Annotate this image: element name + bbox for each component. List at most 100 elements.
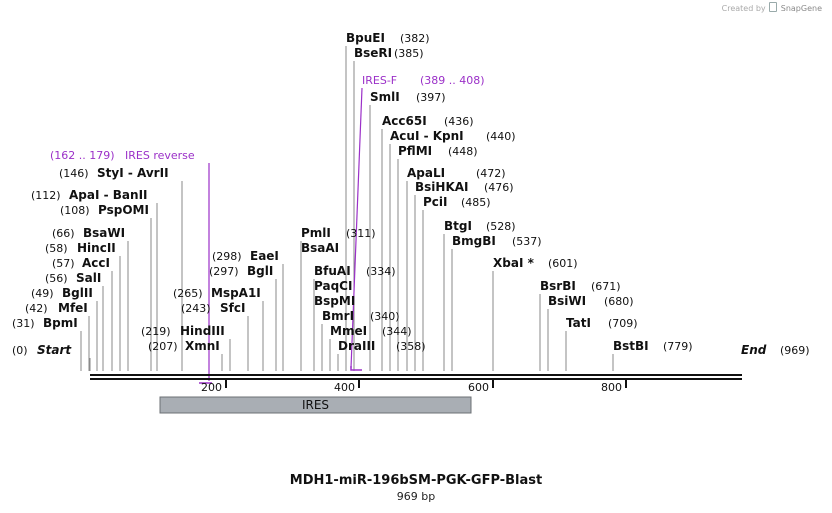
site-pflmi-position: (448) bbox=[448, 145, 478, 158]
site-sali-label: SalI bbox=[76, 271, 101, 285]
site-xbai-position: (601) bbox=[548, 257, 578, 270]
site-bpmi-label: BpmI bbox=[43, 316, 78, 330]
site-acui-kpni-position: (440) bbox=[486, 130, 516, 143]
site-styi-avrii-label: StyI - AvrII bbox=[97, 166, 169, 180]
tick-label-800: 800 bbox=[601, 381, 622, 394]
site-bsawi-label: BsaWI bbox=[83, 226, 125, 240]
site-tati-position: (709) bbox=[608, 317, 638, 330]
site-draiii-position: (358) bbox=[396, 340, 426, 353]
label-layer: (31) BpmI(42) MfeI (49) BglII(56) SalI(57) Acc… bbox=[12, 31, 810, 357]
site-pspomi-position: (108) bbox=[60, 204, 90, 217]
site-bmgbi-position: (537) bbox=[512, 235, 542, 248]
site-bpuei-position: (382) bbox=[400, 32, 430, 45]
site-btgi-label: BtgI bbox=[444, 219, 472, 233]
site-acci-position: (57) bbox=[52, 257, 75, 270]
site-acc65i-position: (436) bbox=[444, 115, 474, 128]
site-acui-kpni-label: AcuI - KpnI bbox=[390, 129, 464, 143]
site-bsiwi-position: (680) bbox=[604, 295, 634, 308]
site-pcii-label: PciI bbox=[423, 195, 448, 209]
site-bmri-position: (340) bbox=[370, 310, 400, 323]
tick-label-200: 200 bbox=[201, 381, 222, 394]
site-bfuai-label: BfuAI bbox=[314, 264, 351, 278]
site-tati-label: TatI bbox=[566, 316, 591, 330]
site-bsiwi-label: BsiWI bbox=[548, 294, 586, 308]
site-xmni-position: (207) bbox=[148, 340, 178, 353]
start-label: Start bbox=[37, 343, 72, 357]
site-draiii-label: DraIII bbox=[338, 339, 375, 353]
primer-ires-f-label: IRES-F bbox=[362, 74, 397, 87]
primer-ires-f-range: (389 .. 408) bbox=[420, 74, 485, 87]
end-label: End bbox=[741, 343, 767, 357]
feature-layer: IRES bbox=[159, 396, 472, 414]
site-mmei-position: (344) bbox=[382, 325, 412, 338]
site-xmni-label: XmnI bbox=[185, 339, 220, 353]
sequence-length: 969 bp bbox=[396, 490, 436, 503]
site-bgli-label: BglI bbox=[247, 264, 273, 278]
map-title: MDH1-miR-196bSM-PGK-GFP-Blast bbox=[289, 473, 543, 488]
site-bgli-position: (297) bbox=[209, 265, 239, 278]
site-apali-label: ApaLI bbox=[407, 166, 445, 180]
site-hincii-label: HincII bbox=[77, 241, 116, 255]
site-lines bbox=[80, 46, 614, 371]
feature-ires-label: IRES bbox=[302, 398, 329, 412]
site-bpmi-position: (31) bbox=[12, 317, 35, 330]
site-bstbi-position: (779) bbox=[663, 340, 693, 353]
credit-prefix: Created by bbox=[721, 4, 766, 13]
site-styi-avrii-position: (146) bbox=[59, 167, 89, 180]
site-mfei-position: (42) bbox=[25, 302, 48, 315]
site-pflmi-label: PflMI bbox=[398, 144, 432, 158]
site-pmli-position: (311) bbox=[346, 227, 376, 240]
site-bsrbi-label: BsrBI bbox=[540, 279, 576, 293]
site-bsihkai-position: (476) bbox=[484, 181, 514, 194]
site-bsrbi-position: (671) bbox=[591, 280, 621, 293]
site-mspa1i-label: MspA1I bbox=[211, 286, 261, 300]
site-btgi-position: (528) bbox=[486, 220, 516, 233]
site-pspomi-label: PspOMI bbox=[98, 203, 149, 217]
site-mspa1i-position: (265) bbox=[173, 287, 203, 300]
sequence-axis: 200 400 600 800 bbox=[90, 374, 742, 394]
site-eaei-position: (298) bbox=[212, 250, 242, 263]
primer-ires-reverse-label: IRES reverse bbox=[125, 149, 195, 162]
end-position: (969) bbox=[780, 344, 810, 357]
site-eaei-label: EaeI bbox=[250, 249, 279, 263]
primer-ires-f-arrow bbox=[350, 366, 362, 371]
site-bglii-position: (49) bbox=[31, 287, 54, 300]
site-mfei-label: MfeI bbox=[58, 301, 88, 315]
snapgene-logo-icon bbox=[769, 2, 778, 12]
site-bsawi-position: (66) bbox=[52, 227, 75, 240]
site-hindiii-position: (219) bbox=[141, 325, 171, 338]
site-hincii-position: (58) bbox=[45, 242, 68, 255]
site-mmei-label: MmeI bbox=[330, 324, 367, 338]
site-apali-position: (472) bbox=[476, 167, 506, 180]
primer-ires-f-line bbox=[350, 87, 363, 369]
tick-label-400: 400 bbox=[334, 381, 355, 394]
site-bfuai-position: (334) bbox=[366, 265, 396, 278]
site-sfci-position: (243) bbox=[181, 302, 211, 315]
site-paqci-label: PaqCI bbox=[314, 279, 352, 293]
site-sali-position: (56) bbox=[45, 272, 68, 285]
site-apai-banii-label: ApaI - BanII bbox=[69, 188, 148, 202]
site-bseri-label: BseRI bbox=[354, 46, 392, 60]
site-smli-position: (397) bbox=[416, 91, 446, 104]
site-hindiii-label: HindIII bbox=[180, 324, 225, 338]
start-position: (0) bbox=[12, 344, 28, 357]
credit-brand: SnapGene bbox=[780, 4, 822, 13]
site-xbai-label: XbaI * bbox=[493, 256, 535, 270]
snapgene-credit: Created by SnapGene bbox=[722, 2, 822, 13]
primer-layer: IRES-F (389 .. 408) (162 .. 179) IRES rever… bbox=[50, 74, 485, 384]
feature-ires-box[interactable] bbox=[159, 396, 472, 414]
site-pcii-position: (485) bbox=[461, 196, 491, 209]
site-bsihkai-label: BsiHKAI bbox=[415, 180, 469, 194]
site-bmgbi-label: BmgBI bbox=[452, 234, 496, 248]
site-bspmi-label: BspMI bbox=[314, 294, 355, 308]
tick-label-600: 600 bbox=[468, 381, 489, 394]
site-apai-banii-position: (112) bbox=[31, 189, 61, 202]
site-acc65i-label: Acc65I bbox=[382, 114, 427, 128]
site-bsaai-label: BsaAI bbox=[301, 241, 339, 255]
site-bmri-label: BmrI bbox=[322, 309, 354, 323]
site-bstbi-label: BstBI bbox=[613, 339, 649, 353]
site-pmli-label: PmlI bbox=[301, 226, 331, 240]
site-bglii-label: BglII bbox=[62, 286, 93, 300]
site-acci-label: AccI bbox=[82, 256, 110, 270]
